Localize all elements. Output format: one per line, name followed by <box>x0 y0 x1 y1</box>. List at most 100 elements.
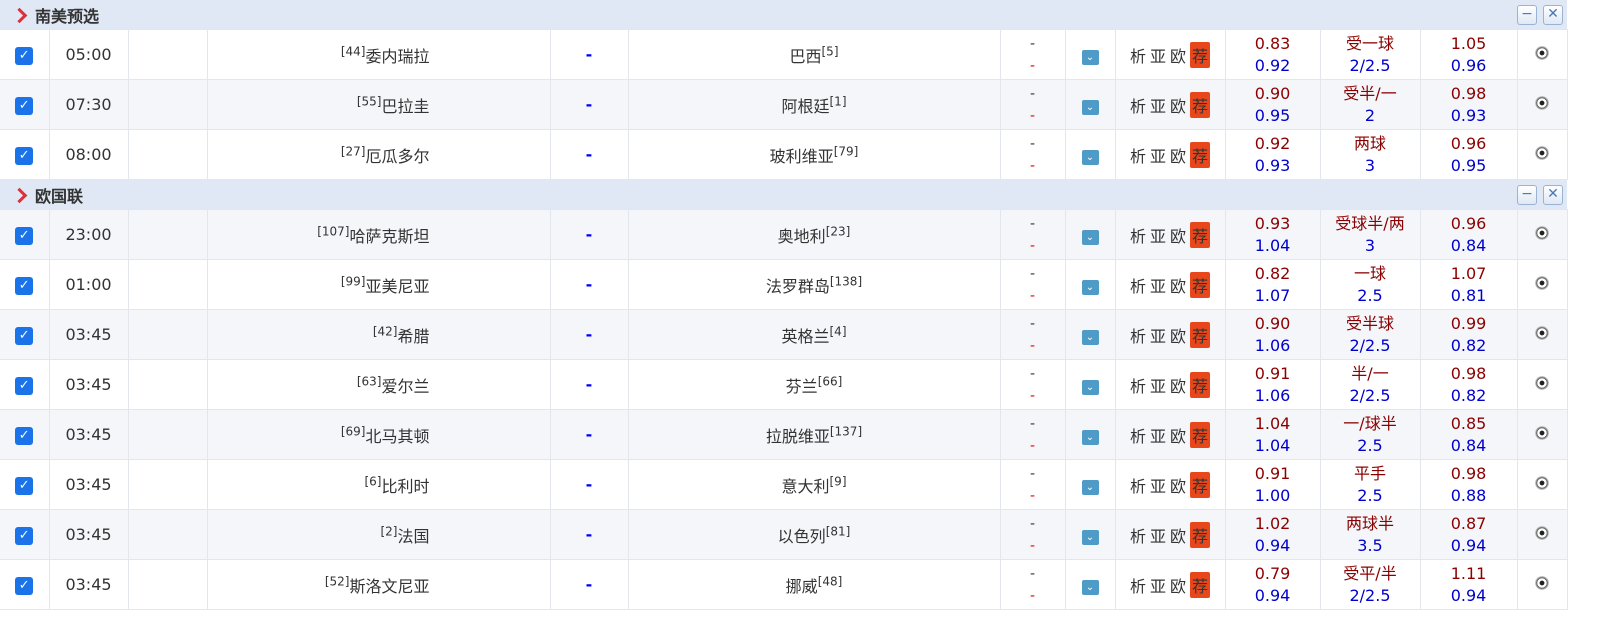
match-checkbox[interactable]: ✓ <box>15 477 34 495</box>
match-checkbox[interactable]: ✓ <box>15 327 34 345</box>
match-checkbox[interactable]: ✓ <box>15 427 34 445</box>
chevron-down-icon[interactable]: ⌄ <box>1081 529 1099 545</box>
football-icon[interactable] <box>1535 146 1550 160</box>
away-team[interactable]: 英格兰[4] <box>628 309 1001 360</box>
home-odds[interactable]: 0.90 1.06 <box>1225 309 1321 360</box>
home-odds[interactable]: 0.82 1.07 <box>1225 259 1321 310</box>
chevron-down-icon[interactable]: ⌄ <box>1081 579 1099 595</box>
home-odds[interactable]: 1.02 0.94 <box>1225 509 1321 560</box>
away-team-name[interactable]: 以色列 <box>777 526 826 546</box>
recommend-badge[interactable]: 荐 <box>1190 421 1211 448</box>
away-odds[interactable]: 1.11 0.94 <box>1420 559 1518 610</box>
europe-link[interactable]: 欧 <box>1170 426 1187 446</box>
home-team[interactable]: [107]哈萨克斯坦 <box>207 209 551 260</box>
recommend-badge[interactable]: 荐 <box>1190 321 1211 348</box>
home-team-name[interactable]: 斯洛文尼亚 <box>349 576 430 596</box>
europe-link[interactable]: 欧 <box>1170 226 1187 246</box>
home-team[interactable]: [63]爱尔兰 <box>207 359 551 410</box>
home-team[interactable]: [52]斯洛文尼亚 <box>207 559 551 610</box>
away-team-name[interactable]: 挪威 <box>785 576 818 596</box>
asia-link[interactable]: 亚 <box>1149 476 1166 496</box>
away-team[interactable]: 以色列[81] <box>628 509 1001 560</box>
recommend-badge[interactable]: 荐 <box>1190 221 1211 248</box>
minimize-button[interactable]: − <box>1517 184 1538 205</box>
away-team[interactable]: 奥地利[23] <box>628 209 1001 260</box>
away-team[interactable]: 挪威[48] <box>628 559 1001 610</box>
football-icon[interactable] <box>1535 526 1550 540</box>
away-team[interactable]: 阿根廷[1] <box>628 79 1001 130</box>
league-name[interactable]: 南美预选 <box>35 6 100 26</box>
away-team-name[interactable]: 奥地利 <box>777 226 826 246</box>
away-team[interactable]: 巴西[5] <box>628 29 1001 80</box>
away-odds[interactable]: 0.87 0.94 <box>1420 509 1518 560</box>
league-name[interactable]: 欧国联 <box>35 186 84 206</box>
recommend-badge[interactable]: 荐 <box>1190 141 1211 168</box>
chevron-down-icon[interactable]: ⌄ <box>1081 329 1099 345</box>
handicap[interactable]: 两球 3 <box>1320 129 1421 180</box>
handicap[interactable]: 半/一 2/2.5 <box>1320 359 1421 410</box>
home-odds[interactable]: 0.91 1.00 <box>1225 459 1321 510</box>
match-checkbox[interactable]: ✓ <box>15 577 34 595</box>
away-team-name[interactable]: 意大利 <box>781 476 830 496</box>
recommend-badge[interactable]: 荐 <box>1190 41 1211 68</box>
away-odds[interactable]: 0.85 0.84 <box>1420 409 1518 460</box>
away-odds[interactable]: 0.98 0.88 <box>1420 459 1518 510</box>
minimize-button[interactable]: − <box>1517 4 1538 25</box>
match-checkbox[interactable]: ✓ <box>15 377 34 395</box>
home-team-name[interactable]: 爱尔兰 <box>381 376 430 396</box>
recommend-badge[interactable]: 荐 <box>1190 521 1211 548</box>
analysis-link[interactable]: 析 <box>1129 376 1146 396</box>
handicap[interactable]: 受球半/两 3 <box>1320 209 1421 260</box>
football-icon[interactable] <box>1535 46 1550 60</box>
away-odds[interactable]: 0.96 0.95 <box>1420 129 1518 180</box>
away-team-name[interactable]: 芬兰 <box>785 376 818 396</box>
away-team-name[interactable]: 阿根廷 <box>781 96 830 116</box>
recommend-badge[interactable]: 荐 <box>1190 271 1211 298</box>
football-icon[interactable] <box>1535 476 1550 490</box>
chevron-down-icon[interactable]: ⌄ <box>1081 229 1099 245</box>
asia-link[interactable]: 亚 <box>1149 276 1166 296</box>
analysis-link[interactable]: 析 <box>1129 476 1146 496</box>
away-team-name[interactable]: 英格兰 <box>781 326 830 346</box>
europe-link[interactable]: 欧 <box>1170 326 1187 346</box>
handicap[interactable]: 受半球 2/2.5 <box>1320 309 1421 360</box>
europe-link[interactable]: 欧 <box>1170 576 1187 596</box>
recommend-badge[interactable]: 荐 <box>1190 371 1211 398</box>
home-odds[interactable]: 0.92 0.93 <box>1225 129 1321 180</box>
home-odds[interactable]: 0.93 1.04 <box>1225 209 1321 260</box>
handicap[interactable]: 受平/半 2/2.5 <box>1320 559 1421 610</box>
away-odds[interactable]: 1.05 0.96 <box>1420 29 1518 80</box>
home-odds[interactable]: 0.90 0.95 <box>1225 79 1321 130</box>
analysis-link[interactable]: 析 <box>1129 146 1146 166</box>
match-checkbox[interactable]: ✓ <box>15 227 34 245</box>
recommend-badge[interactable]: 荐 <box>1190 471 1211 498</box>
home-team[interactable]: [27]厄瓜多尔 <box>207 129 551 180</box>
analysis-link[interactable]: 析 <box>1129 96 1146 116</box>
away-team[interactable]: 法罗群岛[138] <box>628 259 1001 310</box>
football-icon[interactable] <box>1535 276 1550 290</box>
home-team-name[interactable]: 北马其顿 <box>365 426 430 446</box>
handicap[interactable]: 受一球 2/2.5 <box>1320 29 1421 80</box>
away-odds[interactable]: 0.96 0.84 <box>1420 209 1518 260</box>
europe-link[interactable]: 欧 <box>1170 276 1187 296</box>
match-checkbox[interactable]: ✓ <box>15 47 34 65</box>
chevron-down-icon[interactable]: ⌄ <box>1081 479 1099 495</box>
home-odds[interactable]: 0.79 0.94 <box>1225 559 1321 610</box>
close-button[interactable]: ✕ <box>1543 184 1564 205</box>
analysis-link[interactable]: 析 <box>1129 276 1146 296</box>
home-team-name[interactable]: 巴拉圭 <box>381 96 430 116</box>
home-team[interactable]: [69]北马其顿 <box>207 409 551 460</box>
chevron-down-icon[interactable]: ⌄ <box>1081 49 1099 65</box>
away-team[interactable]: 玻利维亚[79] <box>628 129 1001 180</box>
home-odds[interactable]: 1.04 1.04 <box>1225 409 1321 460</box>
analysis-link[interactable]: 析 <box>1129 426 1146 446</box>
football-icon[interactable] <box>1535 326 1550 340</box>
match-checkbox[interactable]: ✓ <box>15 527 34 545</box>
asia-link[interactable]: 亚 <box>1149 326 1166 346</box>
home-team-name[interactable]: 法国 <box>397 526 430 546</box>
home-team-name[interactable]: 比利时 <box>381 476 430 496</box>
match-checkbox[interactable]: ✓ <box>15 147 34 165</box>
away-odds[interactable]: 0.99 0.82 <box>1420 309 1518 360</box>
handicap[interactable]: 平手 2.5 <box>1320 459 1421 510</box>
chevron-right-icon[interactable] <box>11 187 28 203</box>
